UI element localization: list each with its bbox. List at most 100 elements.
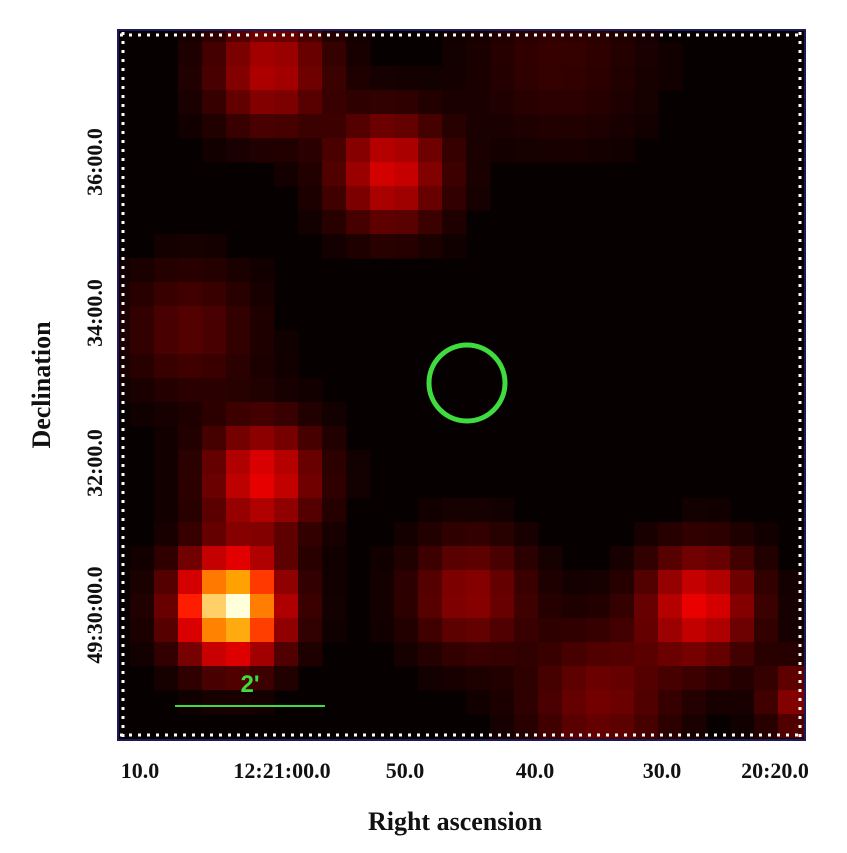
image-pixel	[274, 594, 299, 619]
image-pixel	[178, 642, 203, 667]
image-pixel	[586, 570, 611, 595]
image-pixel	[394, 234, 419, 259]
image-pixel	[298, 474, 323, 499]
image-pixel	[442, 618, 467, 643]
image-pixel	[178, 522, 203, 547]
image-pixel	[322, 42, 347, 67]
image-pixel	[634, 30, 659, 43]
image-pixel	[562, 714, 587, 739]
image-pixel	[250, 258, 275, 283]
image-pixel	[250, 282, 275, 307]
image-pixel	[442, 162, 467, 187]
image-pixel	[298, 642, 323, 667]
image-pixel	[118, 330, 131, 355]
image-pixel	[346, 42, 371, 67]
image-pixel	[538, 42, 563, 67]
image-pixel	[634, 690, 659, 715]
image-pixel	[418, 162, 443, 187]
image-pixel	[202, 282, 227, 307]
image-pixel	[538, 642, 563, 667]
image-pixel	[562, 66, 587, 91]
image-pixel	[322, 546, 347, 571]
image-pixel	[682, 522, 707, 547]
image-pixel	[298, 42, 323, 67]
image-pixel	[178, 618, 203, 643]
image-pixel	[298, 66, 323, 91]
image-pixel	[154, 666, 179, 691]
image-pixel	[562, 594, 587, 619]
image-pixel	[442, 66, 467, 91]
image-pixel	[730, 546, 755, 571]
image-pixel	[610, 30, 635, 43]
image-pixel	[274, 66, 299, 91]
image-pixel	[514, 90, 539, 115]
image-pixel	[178, 666, 203, 691]
image-pixel	[730, 642, 755, 667]
image-pixel	[346, 90, 371, 115]
image-pixel	[322, 234, 347, 259]
image-pixel	[562, 738, 587, 740]
image-pixel	[658, 594, 683, 619]
image-pixel	[202, 450, 227, 475]
image-pixel	[682, 570, 707, 595]
x-axis-title: Right ascension	[368, 807, 543, 836]
image-pixel	[226, 66, 251, 91]
image-pixel	[466, 66, 491, 91]
image-pixel	[370, 138, 395, 163]
image-pixel	[634, 714, 659, 739]
image-pixel	[418, 210, 443, 235]
image-pixel	[178, 378, 203, 403]
image-pixel	[730, 666, 755, 691]
image-pixel	[490, 666, 515, 691]
image-pixel	[226, 42, 251, 67]
image-pixel	[346, 114, 371, 139]
image-pixel	[538, 666, 563, 691]
image-pixel	[298, 498, 323, 523]
image-pixel	[322, 210, 347, 235]
image-pixel	[394, 186, 419, 211]
image-pixel	[250, 42, 275, 67]
image-pixel	[178, 330, 203, 355]
x-tick-label: 40.0	[516, 758, 555, 783]
image-pixel	[442, 234, 467, 259]
image-pixel	[706, 594, 731, 619]
image-pixel	[322, 402, 347, 427]
image-pixel	[634, 66, 659, 91]
image-pixel	[538, 618, 563, 643]
image-pixel	[130, 618, 155, 643]
image-pixel	[274, 642, 299, 667]
image-pixel	[394, 114, 419, 139]
image-pixel	[130, 642, 155, 667]
image-pixel	[250, 450, 275, 475]
image-pixel	[202, 594, 227, 619]
image-pixel	[514, 66, 539, 91]
image-pixel	[250, 138, 275, 163]
image-pixel	[178, 546, 203, 571]
image-pixel	[154, 378, 179, 403]
image-pixel	[226, 258, 251, 283]
image-pixel	[586, 66, 611, 91]
image-pixel	[202, 522, 227, 547]
image-pixel	[682, 666, 707, 691]
image-pixel	[658, 642, 683, 667]
image-pixel	[682, 738, 707, 740]
image-pixel	[706, 570, 731, 595]
image-pixel	[298, 90, 323, 115]
image-pixel	[226, 474, 251, 499]
image-pixel	[346, 450, 371, 475]
image-pixel	[682, 714, 707, 739]
x-tick-label: 20:20.0	[741, 758, 809, 783]
image-pixel	[202, 90, 227, 115]
image-pixel	[466, 594, 491, 619]
image-pixel	[250, 66, 275, 91]
image-pixel	[154, 282, 179, 307]
image-pixel	[154, 306, 179, 331]
image-pixel	[154, 594, 179, 619]
image-pixel	[610, 570, 635, 595]
image-pixel	[130, 330, 155, 355]
image-pixel	[130, 594, 155, 619]
image-pixel	[778, 594, 803, 619]
image-pixel	[562, 138, 587, 163]
image-pixel	[538, 594, 563, 619]
image-pixel	[418, 138, 443, 163]
